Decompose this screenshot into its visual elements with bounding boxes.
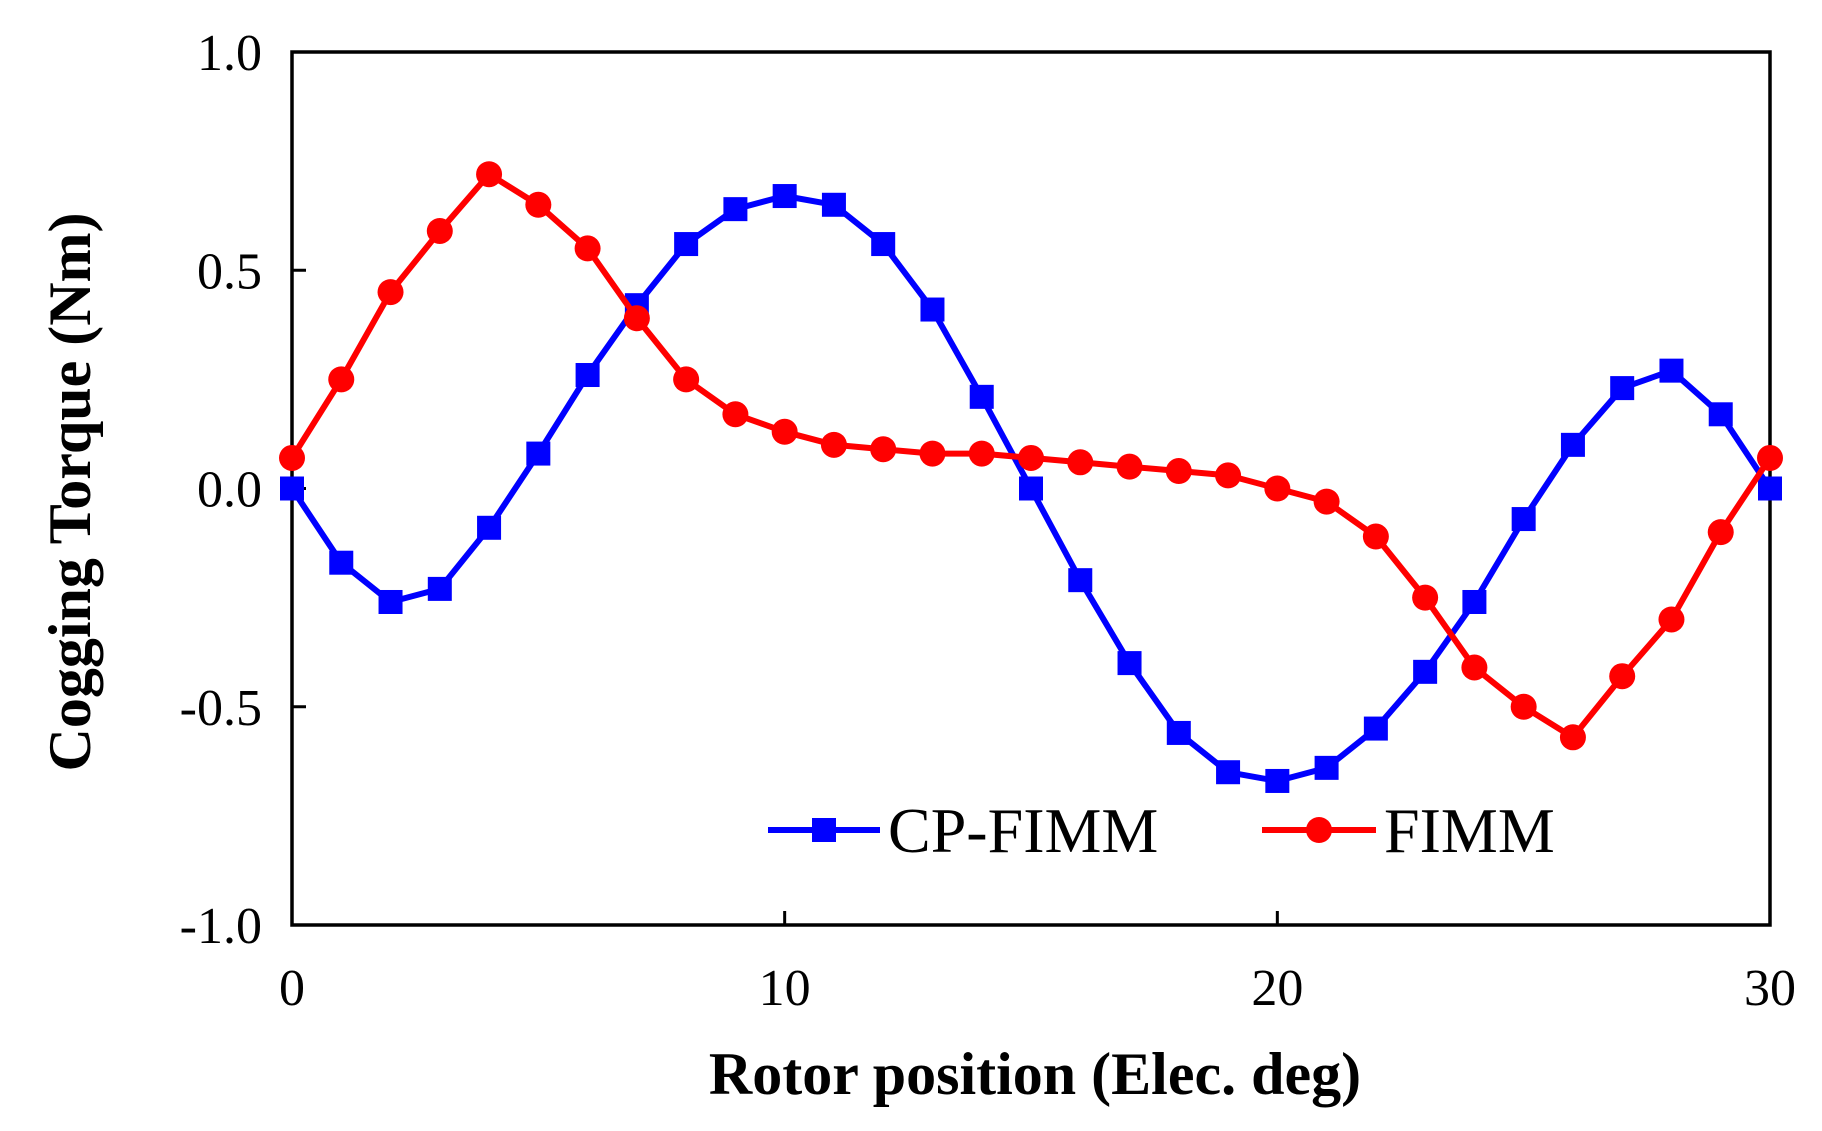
cp-fimm-point bbox=[526, 441, 551, 466]
fimm-point bbox=[968, 440, 995, 467]
cp-fimm-point bbox=[1413, 659, 1438, 684]
fimm-point bbox=[1067, 449, 1094, 476]
fimm-point bbox=[1264, 475, 1291, 502]
fimm-point bbox=[820, 431, 847, 458]
y-tick-label: -0.5 bbox=[180, 680, 262, 737]
x-axis-title: Rotor position (Elec. deg) bbox=[709, 1041, 1361, 1107]
cp-fimm-point bbox=[1758, 476, 1782, 501]
cp-fimm-point bbox=[329, 550, 354, 575]
fimm-point bbox=[1018, 444, 1044, 471]
fimm-point bbox=[1609, 663, 1636, 690]
cp-fimm-point bbox=[1265, 768, 1290, 793]
cp-fimm-point bbox=[1314, 755, 1339, 780]
fimm-point bbox=[1707, 519, 1734, 546]
cp-fimm-point bbox=[1610, 376, 1635, 401]
series-fimm bbox=[279, 161, 1783, 751]
legend-item-cp-fimm: CP-FIMM bbox=[768, 795, 1158, 866]
fimm-point bbox=[1215, 462, 1242, 489]
y-tick-label: 1.0 bbox=[197, 25, 262, 82]
fimm-point bbox=[623, 305, 650, 332]
legend-marker bbox=[1306, 817, 1332, 843]
fimm-point bbox=[1362, 523, 1389, 550]
cp-fimm-point bbox=[1708, 402, 1733, 427]
cp-fimm-point bbox=[871, 232, 896, 257]
fimm-point bbox=[1658, 606, 1685, 633]
fimm-point bbox=[279, 444, 305, 471]
fimm-point bbox=[870, 436, 897, 463]
fimm-point bbox=[574, 235, 601, 262]
x-axis: 0 10 20 30 bbox=[279, 911, 1796, 1017]
x-tick-label: 20 bbox=[1251, 960, 1303, 1017]
legend-marker bbox=[812, 818, 836, 842]
cp-fimm-point bbox=[1560, 432, 1585, 457]
cp-fimm-point bbox=[575, 363, 600, 388]
series-cp-fimm bbox=[280, 184, 1782, 793]
cp-fimm-point bbox=[1659, 358, 1684, 383]
cp-fimm-point bbox=[969, 384, 994, 409]
x-tick-label: 0 bbox=[279, 960, 305, 1017]
y-tick-label: 0.0 bbox=[197, 462, 262, 519]
cp-fimm-point bbox=[477, 515, 502, 540]
cp-fimm-point bbox=[920, 297, 945, 322]
fimm-point bbox=[1510, 693, 1537, 720]
fimm-point bbox=[1412, 584, 1439, 611]
cp-fimm-point bbox=[378, 589, 403, 614]
fimm-point bbox=[919, 440, 946, 467]
cp-fimm-point bbox=[1019, 476, 1043, 501]
cp-fimm-point bbox=[1363, 716, 1388, 741]
y-tick-label: -1.0 bbox=[180, 898, 262, 955]
cp-fimm-point bbox=[1511, 507, 1536, 532]
cp-fimm-point bbox=[723, 197, 748, 222]
series-layer bbox=[279, 161, 1783, 793]
fimm-point bbox=[1116, 453, 1143, 480]
legend: CP-FIMM FIMM bbox=[768, 795, 1555, 866]
cp-fimm-point bbox=[1068, 568, 1093, 593]
legend-label: CP-FIMM bbox=[888, 795, 1158, 866]
fimm-point bbox=[328, 366, 355, 393]
fimm-point bbox=[476, 161, 503, 188]
x-tick-label: 30 bbox=[1744, 960, 1796, 1017]
fimm-point bbox=[1461, 654, 1488, 681]
cp-fimm-point bbox=[1462, 589, 1487, 614]
cp-fimm-point bbox=[427, 576, 452, 601]
fimm-point bbox=[771, 418, 798, 445]
fimm-point bbox=[377, 279, 404, 306]
cp-fimm-point bbox=[674, 232, 699, 257]
fimm-point bbox=[525, 191, 552, 218]
cp-fimm-point bbox=[280, 476, 304, 501]
fimm-point bbox=[673, 366, 700, 393]
fimm-point bbox=[1165, 458, 1192, 485]
cp-fimm-point bbox=[1117, 651, 1142, 676]
fimm-point bbox=[426, 217, 453, 244]
x-tick-label: 10 bbox=[759, 960, 811, 1017]
legend-label: FIMM bbox=[1384, 795, 1555, 866]
y-axis: -1.0 -0.5 0.0 0.5 1.0 bbox=[180, 25, 306, 955]
fimm-point bbox=[1559, 724, 1586, 751]
fimm-point bbox=[722, 401, 749, 428]
legend-item-fimm: FIMM bbox=[1262, 795, 1555, 866]
fimm-point bbox=[1757, 444, 1783, 471]
y-tick-label: 0.5 bbox=[197, 243, 262, 300]
fimm-point bbox=[1313, 488, 1340, 515]
cp-fimm-point bbox=[1166, 720, 1191, 745]
cp-fimm-point bbox=[1216, 760, 1241, 785]
cp-fimm-point bbox=[821, 192, 846, 217]
cp-fimm-point bbox=[772, 184, 797, 209]
y-axis-title: Cogging Torque (Nm) bbox=[37, 213, 103, 772]
